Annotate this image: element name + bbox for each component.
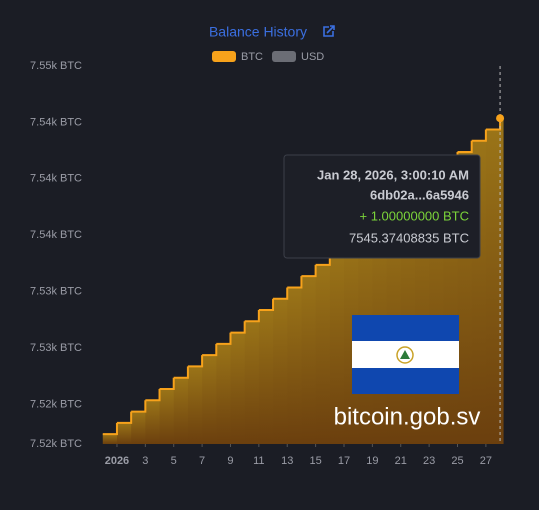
x-tick-label: 19: [366, 455, 378, 467]
step-line: [258, 298, 275, 312]
x-tick-label: 2026: [105, 455, 129, 467]
x-tick-label: 13: [281, 455, 293, 467]
x-tick-label: 5: [171, 455, 177, 467]
flag: [352, 315, 459, 394]
area-step: [216, 343, 231, 444]
step-line: [471, 129, 487, 142]
area-step: [102, 434, 118, 444]
area-step: [173, 377, 189, 444]
area-step: [329, 253, 345, 444]
y-tick-label: 7.55k BTC: [30, 60, 82, 72]
area-step: [145, 400, 161, 444]
step-line: [173, 366, 189, 379]
legend-swatch[interactable]: [212, 51, 236, 62]
step-line: [131, 400, 147, 413]
x-tick-label: 11: [253, 455, 264, 467]
step-line: [202, 343, 218, 357]
step-line: [301, 264, 317, 278]
step-line: [230, 321, 246, 334]
y-tick-label: 7.52k BTC: [30, 438, 82, 450]
y-tick-label: 7.53k BTC: [30, 342, 82, 354]
tooltip-change: + 1.00000000 BTC: [360, 208, 470, 223]
step-line: [116, 411, 133, 424]
x-tick-label: 17: [338, 455, 350, 467]
area-step: [116, 422, 132, 444]
external-link-icon[interactable]: [323, 25, 335, 37]
area-step: [500, 118, 504, 445]
area-step: [301, 276, 317, 444]
step-line: [287, 276, 303, 289]
legend-label[interactable]: USD: [301, 51, 324, 63]
x-tick-label: 27: [480, 455, 492, 467]
y-tick-label: 7.54k BTC: [30, 116, 82, 128]
area-step: [485, 129, 501, 444]
x-tick-label: 21: [395, 455, 407, 467]
y-tick-label: 7.54k BTC: [30, 173, 82, 185]
step-line: [102, 422, 118, 436]
step-line: [145, 389, 161, 402]
area-step: [131, 411, 146, 444]
step-line: [273, 287, 289, 300]
area-step: [159, 389, 175, 444]
tooltip-date: Jan 28, 2026, 3:00:10 AM: [317, 167, 469, 182]
x-tick-label: 15: [309, 455, 321, 467]
legend-swatch[interactable]: [272, 51, 296, 62]
area-step: [273, 298, 288, 444]
hover-point: [496, 114, 505, 123]
step-line: [159, 377, 175, 391]
x-tick-label: 9: [227, 455, 233, 467]
x-tick-label: 7: [199, 455, 205, 467]
tooltip: Jan 28, 2026, 3:00:10 AM 6db02a...6a5946…: [283, 154, 481, 259]
area-step: [315, 264, 331, 444]
area-step: [244, 321, 260, 444]
tooltip-tx: 6db02a...6a5946: [370, 187, 469, 202]
area-step: [287, 287, 302, 444]
area-step: [202, 355, 217, 444]
y-tick-label: 7.53k BTC: [30, 286, 82, 298]
area-step: [258, 310, 274, 444]
watermark: bitcoin.gob.sv: [334, 403, 481, 430]
legend-label[interactable]: BTC: [241, 51, 263, 63]
x-tick-label: 25: [451, 455, 463, 467]
x-tick-label: 3: [142, 455, 148, 467]
step-line: [457, 140, 473, 154]
step-line: [244, 310, 260, 323]
area-step: [187, 366, 203, 444]
chart-title[interactable]: Balance History: [209, 24, 307, 40]
x-tick-label: 23: [423, 455, 435, 467]
y-tick-label: 7.52k BTC: [30, 398, 82, 410]
step-line: [216, 332, 232, 345]
area-step: [230, 332, 246, 444]
y-tick-label: 7.54k BTC: [30, 229, 82, 241]
tooltip-balance: 7545.37408835 BTC: [349, 230, 469, 245]
step-line: [187, 355, 204, 368]
